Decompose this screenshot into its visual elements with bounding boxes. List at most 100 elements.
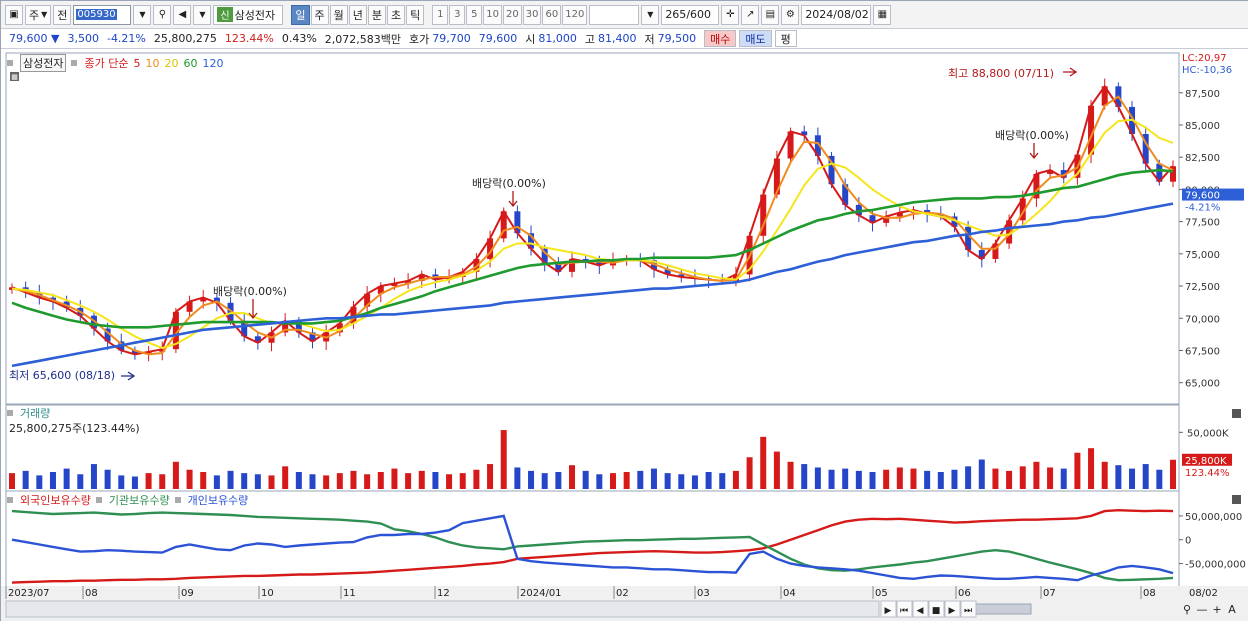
volume-bar-32 <box>446 474 453 489</box>
volume-bar-26 <box>364 474 371 489</box>
draw-tool-icon[interactable]: ↗ <box>741 4 760 25</box>
current-pct-tag: -4.21% <box>1185 203 1220 214</box>
candle-body-42 <box>582 258 589 262</box>
stock-name-field[interactable]: 신 삼성전자 <box>213 4 284 25</box>
crosshair-icon[interactable]: ✛ <box>721 4 740 25</box>
count-button-1[interactable]: 3 <box>449 4 466 25</box>
candle-body-85 <box>1170 166 1176 182</box>
period-button-3[interactable]: 년 <box>348 4 367 25</box>
count-button-6[interactable]: 60 <box>542 4 562 25</box>
count-button-7[interactable]: 120 <box>562 4 588 25</box>
nav-button-4[interactable] <box>944 600 961 618</box>
candle-body-43 <box>596 261 603 266</box>
stock-code-input[interactable]: 005930 <box>73 4 132 25</box>
nav-button-5[interactable] <box>960 600 977 618</box>
volume-bar-60 <box>828 469 835 489</box>
count-button-0[interactable]: 1 <box>432 4 449 25</box>
volume-bar-64 <box>883 469 890 489</box>
count-button-3[interactable]: 10 <box>483 4 503 25</box>
horizontal-scrollbar[interactable] <box>5 600 880 618</box>
volume-bar-8 <box>118 475 125 489</box>
flow-close-icon[interactable] <box>1232 495 1241 504</box>
zoom-out-icon: ⚲ <box>1183 603 1191 616</box>
period-button-4[interactable]: 분 <box>367 4 387 25</box>
candle-body-64 <box>883 216 890 223</box>
count-button-4[interactable]: 20 <box>503 4 522 25</box>
date-field[interactable]: 2024/08/02 <box>801 4 872 25</box>
date-value: 2024/08/02 <box>805 8 869 21</box>
volume-bar-19 <box>268 475 275 489</box>
price-tick-label-5: 77,500 <box>1185 218 1220 229</box>
save-icon[interactable]: ▤ <box>761 4 780 25</box>
volume-bar-13 <box>186 469 193 489</box>
inst-handle-icon[interactable] <box>95 497 102 503</box>
count-button-5[interactable]: 30 <box>522 4 542 25</box>
prefix-button[interactable]: 전 <box>53 4 72 25</box>
volume-close-icon[interactable] <box>1232 409 1241 418</box>
count-button-2[interactable]: 5 <box>466 4 483 25</box>
bid-price: 79,600 <box>478 32 518 45</box>
volume-bar-31 <box>432 472 439 489</box>
flow-handle-icon[interactable] <box>7 497 13 503</box>
volume-bar-25 <box>350 470 357 489</box>
ask-price: 79,700 <box>432 32 471 45</box>
candle-body-79 <box>1088 105 1095 155</box>
count-dropdown-icon[interactable]: ▼ <box>641 4 660 25</box>
gear-icon[interactable]: ⚙ <box>781 4 800 25</box>
low-label: 저 <box>644 32 655 46</box>
buy-button[interactable]: 매수 <box>704 30 737 47</box>
grid-toggle-icon[interactable]: ▦ <box>10 72 19 81</box>
flow-legend: 외국인보유수량 기관보유수량 개인보유수량 <box>7 492 248 508</box>
type-select[interactable]: 주 ▼ <box>25 4 52 25</box>
volume-handle-icon[interactable] <box>7 410 13 416</box>
speaker-dropdown-icon[interactable]: ▼ <box>193 4 212 25</box>
nav-button-1[interactable] <box>896 600 913 618</box>
volume-bar-7 <box>104 469 111 489</box>
candle-body-76 <box>1047 170 1054 174</box>
volume-legend: 거래량 <box>7 405 50 421</box>
code-dropdown-icon[interactable]: ▼ <box>133 4 152 25</box>
avg-button[interactable]: 평 <box>774 30 797 47</box>
volume-bar-56 <box>773 451 780 489</box>
dividend-note-2: 배당락(0.00%) <box>995 129 1069 142</box>
indiv-handle-icon[interactable] <box>174 497 181 503</box>
dividend-arrow-icon-0 <box>248 299 258 320</box>
panel-handle-icon[interactable] <box>7 60 13 66</box>
ma-line-120 <box>11 202 1174 368</box>
ma-handle-icon[interactable] <box>71 60 78 66</box>
nav-button-3[interactable] <box>928 600 945 618</box>
candle-body-74 <box>1019 198 1026 221</box>
volume-bar-2 <box>36 475 43 489</box>
candle-body-49 <box>678 274 685 278</box>
period-button-6[interactable]: 틱 <box>406 4 425 25</box>
volume-bar-24 <box>336 473 343 489</box>
candle-body-11 <box>159 349 166 352</box>
hc-label: HC:-10,36 <box>1182 65 1233 76</box>
speaker-icon[interactable]: ◀ <box>173 4 192 25</box>
volume-bar-3 <box>49 472 56 489</box>
foreign-label: 외국인보유수량 <box>20 494 91 507</box>
period-button-2[interactable]: 월 <box>329 4 348 25</box>
chart-area[interactable]: 65,00067,50070,00072,50075,00077,50080,0… <box>1 49 1248 621</box>
chart-canvas[interactable]: 65,00067,50070,00072,50075,00077,50080,0… <box>1 49 1248 621</box>
nav-button-0[interactable] <box>880 600 897 618</box>
period-button-0[interactable]: 일 <box>291 4 310 25</box>
nav-button-2[interactable] <box>912 600 929 618</box>
volume-bar-77 <box>1060 468 1067 489</box>
window-menu-icon[interactable]: ▣ <box>5 4 23 25</box>
ma5-label: 5 <box>133 56 141 70</box>
period-button-1[interactable]: 주 <box>310 4 329 25</box>
volume-bar-43 <box>596 474 603 489</box>
volume-bar-14 <box>200 472 207 489</box>
bar-count-field[interactable]: 265/600 <box>661 4 720 25</box>
volume-bar-71 <box>978 459 985 489</box>
search-icon[interactable]: ⚲ <box>153 4 172 25</box>
candle-body-26 <box>364 293 371 307</box>
candle-body-60 <box>828 155 835 185</box>
new-badge: 신 <box>217 7 233 22</box>
count-input[interactable] <box>589 4 640 25</box>
calendar-icon[interactable]: ▦ <box>873 4 892 25</box>
period-button-5[interactable]: 초 <box>387 4 406 25</box>
sell-button[interactable]: 매도 <box>739 30 772 47</box>
candle-body-25 <box>350 306 357 324</box>
